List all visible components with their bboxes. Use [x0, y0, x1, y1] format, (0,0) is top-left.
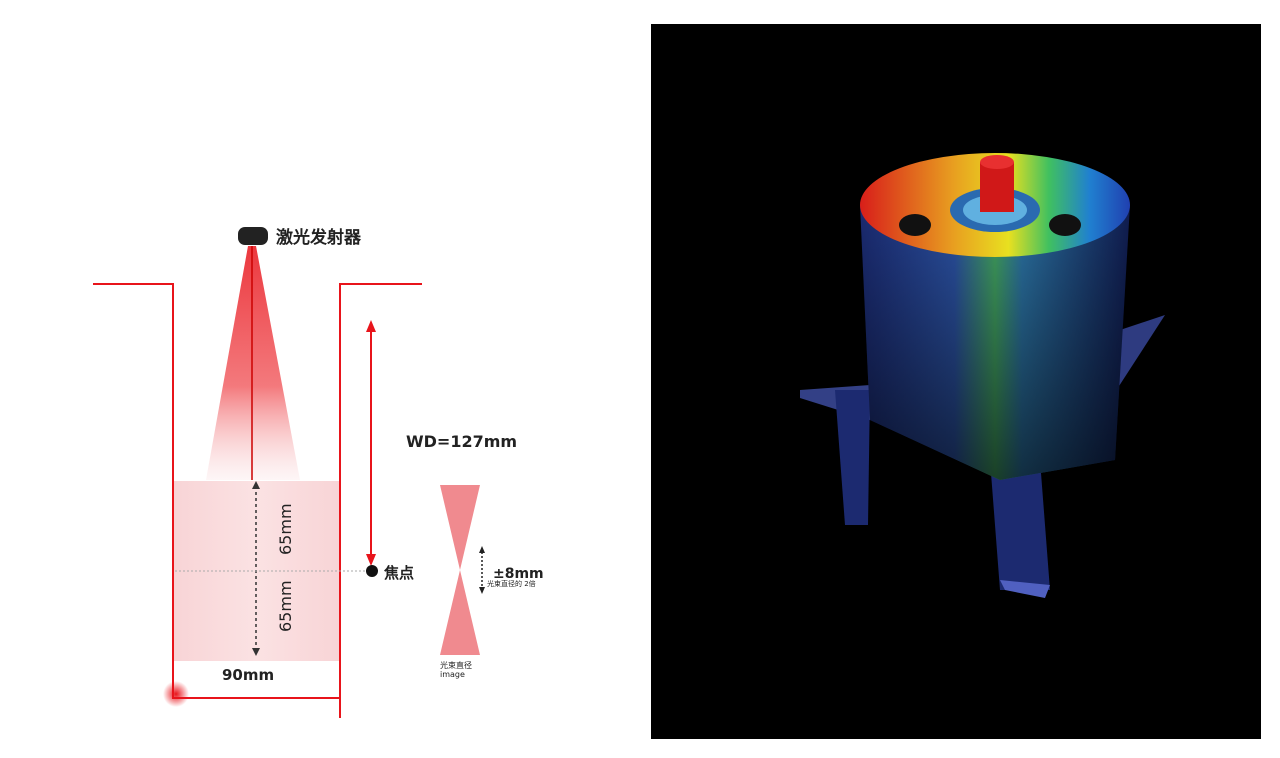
arrow-down-icon [252, 648, 260, 656]
3d-scan-render [651, 24, 1261, 739]
laser-spot [163, 681, 189, 707]
lower-range-label: 65mm [276, 580, 295, 632]
width-label: 90mm [222, 666, 274, 684]
beam-waist-shape [440, 485, 480, 655]
arrow-up-icon [252, 481, 260, 489]
focus-point-icon [366, 565, 378, 577]
beam-note-line1: 光束直径 [440, 660, 472, 670]
laser-emitter-icon [238, 227, 268, 245]
beam-note-line2: image [440, 670, 465, 679]
right-wall [339, 283, 422, 718]
tolerance-label: ±8mm [493, 566, 544, 582]
laser-beam [206, 246, 300, 480]
emitter-label: 激光发射器 [276, 227, 362, 248]
working-distance-label: WD=127mm [406, 432, 517, 451]
focus-label: 焦点 [383, 564, 414, 582]
arrow-up-icon [479, 546, 485, 553]
arrow-down-icon [366, 554, 376, 566]
arrow-up-icon [366, 320, 376, 332]
upper-range-label: 65mm [276, 503, 295, 555]
left-wall [93, 283, 340, 699]
arrow-down-icon [479, 587, 485, 594]
tolerance-note: 光束直径的 2倍 [487, 579, 536, 588]
